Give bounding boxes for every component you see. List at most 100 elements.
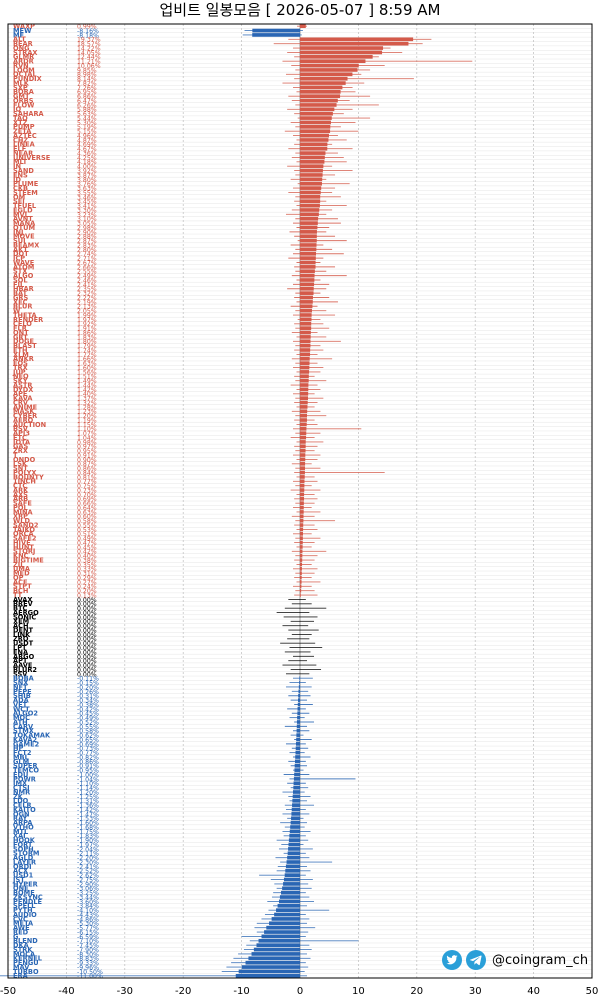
percent-label: 9.85%: [77, 67, 97, 74]
percent-label: 4.87%: [77, 137, 97, 144]
bar: [300, 282, 315, 287]
ticker-label: IMX: [13, 780, 27, 788]
bar: [300, 98, 338, 103]
percent-label: 2.55%: [77, 269, 97, 276]
ticker-label: XRP: [13, 513, 28, 521]
bar: [300, 488, 305, 492]
percent-label: -3.60%: [77, 899, 99, 906]
bar: [300, 413, 308, 418]
percent-label: -3.44%: [77, 894, 99, 901]
percent-label: -2.20%: [77, 855, 99, 862]
ticker-label: RED: [13, 928, 29, 936]
bar: [300, 540, 303, 545]
percent-label: 0.00%: [77, 663, 97, 670]
ticker-label: ALT: [13, 36, 26, 44]
bar: [300, 164, 324, 169]
percent-label: 1.91%: [77, 326, 97, 333]
bar: [300, 483, 305, 488]
ticker-label: SONIC: [13, 613, 36, 621]
percent-label: -2.52%: [77, 868, 99, 875]
percent-label: 3.76%: [77, 181, 97, 188]
percent-label: -1.53%: [77, 816, 99, 823]
ticker-label: PENDLE: [13, 898, 43, 906]
bar: [287, 855, 300, 860]
percent-label: 3.30%: [77, 207, 97, 214]
plot-frame: [7, 23, 593, 979]
ticker-label: MLT: [13, 158, 28, 166]
percent-label: 14.05%: [77, 50, 101, 57]
ticker-label: TURBO: [13, 968, 39, 976]
percent-label: 5.44%: [77, 115, 97, 122]
ticker-label: AERO: [13, 416, 34, 424]
ticker-label: MAV: [13, 963, 30, 971]
percent-label: -0.91%: [77, 763, 99, 770]
bar: [284, 873, 300, 877]
bar: [300, 46, 384, 50]
percent-label: 0.51%: [77, 531, 97, 538]
percent-label: 6.26%: [77, 102, 97, 109]
bar: [283, 882, 300, 886]
percent-label: 3.55%: [77, 190, 97, 197]
percent-label: 2.22%: [77, 295, 97, 302]
bar: [300, 295, 313, 300]
percent-label: 0.64%: [77, 505, 97, 512]
bar: [292, 798, 300, 803]
bar: [279, 895, 300, 899]
percent-label: -1.36%: [77, 803, 99, 810]
percent-label: 1.63%: [77, 361, 97, 368]
bar: [291, 807, 300, 812]
bar: [292, 794, 300, 799]
bar: [296, 733, 300, 737]
bar: [300, 269, 315, 274]
bar: [300, 308, 312, 313]
percent-label: -1.90%: [77, 838, 99, 845]
percent-label: -1.47%: [77, 811, 99, 818]
percent-label: -0.58%: [77, 728, 99, 735]
percent-label: -5.30%: [77, 921, 99, 928]
bar: [300, 41, 409, 46]
bar: [300, 343, 311, 348]
bar: [300, 304, 313, 309]
bar: [264, 930, 300, 934]
ticker-label: TEMCO: [13, 767, 39, 775]
ticker-label: SUI: [13, 237, 26, 245]
percent-label: 0.33%: [77, 566, 97, 573]
bar: [300, 177, 323, 182]
bar: [300, 59, 366, 64]
bar: [300, 265, 316, 269]
bar: [300, 326, 312, 330]
bar: [300, 330, 311, 335]
bar: [294, 759, 300, 764]
ticker-label: ORCA: [13, 530, 35, 538]
bar: [300, 199, 321, 204]
bar: [300, 221, 318, 225]
percent-label: 0.86%: [77, 466, 97, 473]
percent-label: 14.22%: [77, 45, 101, 52]
bar: [300, 116, 332, 120]
x-tick-label: -40: [58, 986, 74, 997]
ticker-label: ENS: [13, 171, 28, 179]
bar: [298, 689, 300, 694]
percent-label: 8.14%: [77, 76, 97, 83]
percent-label: 1.51%: [77, 374, 97, 381]
percent-label: 0.00%: [77, 614, 97, 621]
ticker-label: PLUME: [13, 180, 39, 188]
ticker-label: ALGO2: [13, 710, 38, 718]
percent-label: -1.25%: [77, 794, 99, 801]
bar: [292, 803, 300, 807]
bar: [300, 400, 308, 405]
percent-label: -4.10%: [77, 908, 99, 915]
ticker-label: RAY: [13, 815, 28, 823]
bar: [300, 444, 306, 449]
bar: [300, 545, 303, 549]
bar: [300, 317, 312, 322]
percent-label: 0.00%: [77, 623, 97, 630]
bar: [253, 947, 300, 952]
ticker-label: MED: [13, 570, 30, 578]
bar: [300, 475, 305, 479]
bar: [300, 81, 346, 85]
percent-label: 1.32%: [77, 400, 97, 407]
percent-label: 0.84%: [77, 470, 97, 477]
bar: [300, 361, 310, 365]
percent-label: -1.60%: [77, 820, 99, 827]
